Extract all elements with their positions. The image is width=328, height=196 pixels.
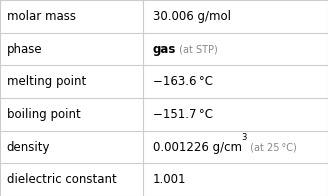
Text: melting point: melting point (7, 75, 86, 88)
Text: (at STP): (at STP) (176, 44, 218, 54)
Text: 3: 3 (241, 133, 247, 142)
Text: (at 25 °C): (at 25 °C) (247, 142, 297, 152)
Text: 30.006 g/mol: 30.006 g/mol (153, 10, 231, 23)
Text: density: density (7, 141, 50, 153)
Text: −163.6 °C: −163.6 °C (153, 75, 213, 88)
Text: gas: gas (153, 43, 176, 55)
Text: phase: phase (7, 43, 42, 55)
Text: −151.7 °C: −151.7 °C (153, 108, 213, 121)
Text: 0.001226 g/cm: 0.001226 g/cm (153, 141, 241, 153)
Text: boiling point: boiling point (7, 108, 80, 121)
Text: dielectric constant: dielectric constant (7, 173, 116, 186)
Text: molar mass: molar mass (7, 10, 75, 23)
Text: 1.001: 1.001 (153, 173, 186, 186)
